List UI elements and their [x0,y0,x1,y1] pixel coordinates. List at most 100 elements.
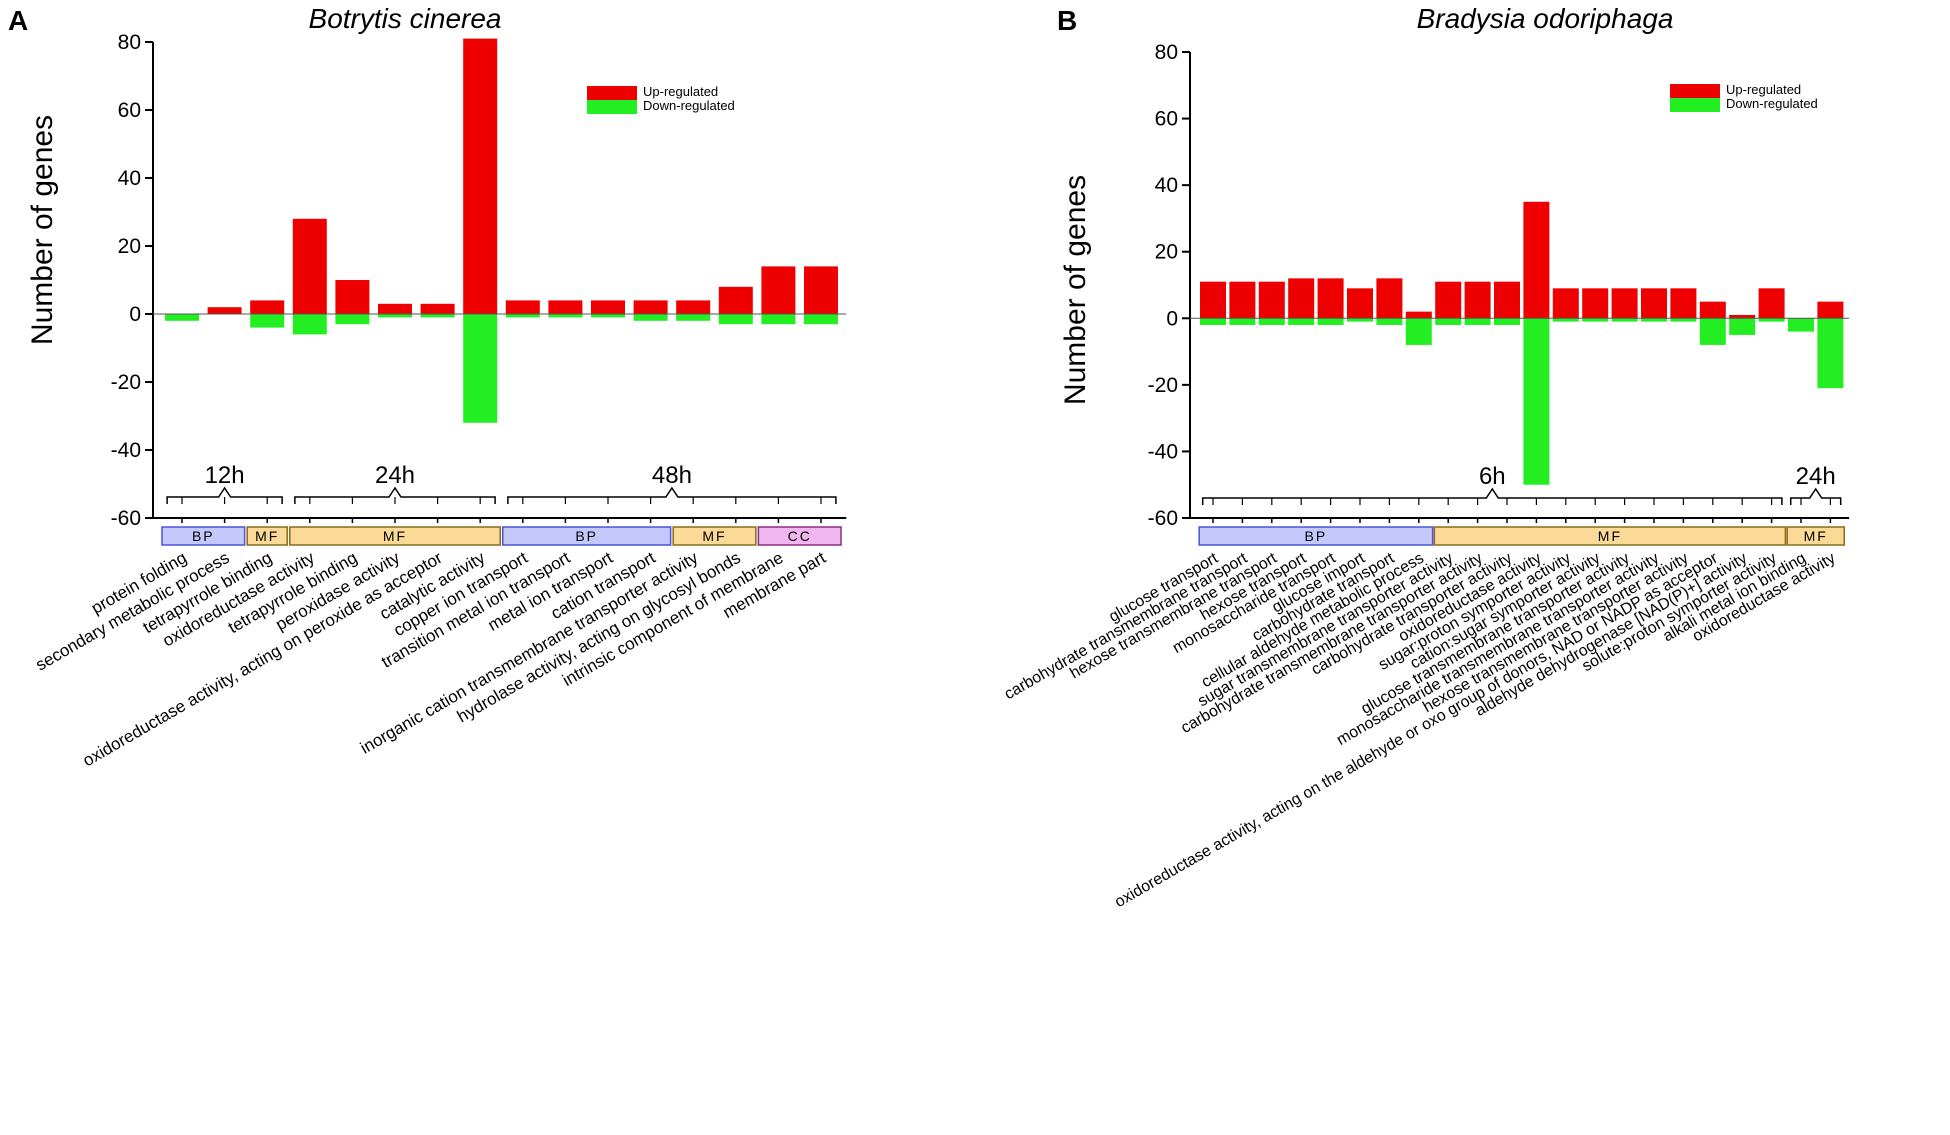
bar-up [1582,288,1609,319]
go-category-label: BP [575,528,598,544]
bar-up [1758,288,1785,319]
bar-down [1288,318,1315,325]
go-category-label: MF [1804,528,1828,544]
bar-up [804,266,838,314]
go-category-label: MF [255,528,279,544]
bar-up [292,218,327,314]
bar-down [463,314,498,423]
bar-down [1376,318,1403,325]
bar-up [1729,314,1756,319]
bar-up [420,303,455,314]
bar-down [420,314,455,318]
legend-label-up: Up-regulated [1726,82,1801,97]
bar-down [1729,318,1756,335]
go-category-label: MF [702,528,726,544]
bar-down [292,314,327,335]
y-tick-label: 0 [129,303,141,326]
bar-down [1582,318,1609,322]
y-axis-label: Number of genes [26,115,59,345]
bar-down [1405,318,1432,345]
bar-down [335,314,370,325]
panel-letter: B [1057,5,1077,36]
y-tick-label: 80 [1155,41,1178,64]
time-bracket [166,486,283,504]
go-category-box [246,526,288,546]
time-bracket [294,486,496,504]
bar-up [1641,288,1667,319]
bar-up [1435,281,1462,319]
time-bracket [1201,487,1783,505]
time-group-label: 24h [375,462,415,489]
bar-down [1464,318,1491,325]
bar-down [1229,318,1256,325]
go-category-box [1198,526,1434,546]
bar-up [1611,288,1638,319]
bar-down [761,314,796,325]
bar-up [1376,278,1403,319]
bar-up [548,300,583,314]
bar-up [1258,281,1285,319]
bar-down [804,314,838,325]
legend-label-down: Down-regulated [643,98,735,113]
y-tick-label: -60 [111,507,141,530]
legend-swatch-up [1670,84,1720,98]
bar-up [335,280,370,314]
time-group-label: 24h [1796,463,1836,490]
bar-up [1200,281,1226,319]
go-category-box [1433,526,1787,546]
y-tick-label: 20 [118,235,141,258]
y-tick-label: 40 [118,167,141,190]
y-tick-label: 60 [118,99,141,122]
go-category-box [757,526,842,546]
bar-down [676,314,711,321]
legend-label-up: Up-regulated [643,84,718,99]
go-category-label: BP [192,528,215,544]
y-tick-label: -20 [111,371,141,394]
bar-down [1523,318,1550,485]
bar-down [1258,318,1285,325]
chart-title: Bradysia odoriphaga [1417,3,1674,34]
legend: Up-regulated Down-regulated [1670,82,1818,112]
bar-up [676,300,711,314]
bar-up [718,286,753,314]
y-tick-label: 80 [118,31,141,54]
panel-a: A Botrytis cinerea Number of genes Up-re… [8,3,847,770]
bar-down [1788,318,1814,332]
legend: Up-regulated Down-regulated [587,84,735,114]
legend-swatch-down [1670,98,1720,112]
legend-swatch-down [587,100,637,114]
y-tick-label: -40 [1148,440,1178,463]
y-tick-label: 60 [1155,108,1178,131]
legend-swatch-up [587,86,637,100]
bar-down [1670,318,1697,322]
time-bracket [1789,487,1842,505]
bar-up [1494,281,1520,319]
bar-down [633,314,668,321]
bar-up [1229,281,1256,319]
y-tick-label: 20 [1155,241,1178,264]
y-tick-label: -40 [111,439,141,462]
bar-down [1611,318,1638,322]
go-category-box [289,526,501,546]
time-group-label: 48h [652,462,692,489]
go-category-box [161,526,246,546]
go-category-box [1786,526,1845,546]
time-group-label: 6h [1479,463,1506,490]
bar-down [1817,318,1844,389]
panel-b: B Bradysia odoriphaga Number of genes Up… [1002,3,1850,911]
bar-up [1552,288,1579,319]
bar-up [633,300,668,314]
bar-down [1699,318,1726,345]
time-group-label: 12h [205,462,245,489]
bar-down [1317,318,1344,325]
bar-up [463,38,498,314]
bar-down [1200,318,1226,325]
bar-up [1523,201,1550,319]
bar-down [591,314,625,318]
bar-up [591,300,625,314]
go-category-box [502,526,672,546]
bar-down [505,314,540,318]
bar-up [505,300,540,314]
